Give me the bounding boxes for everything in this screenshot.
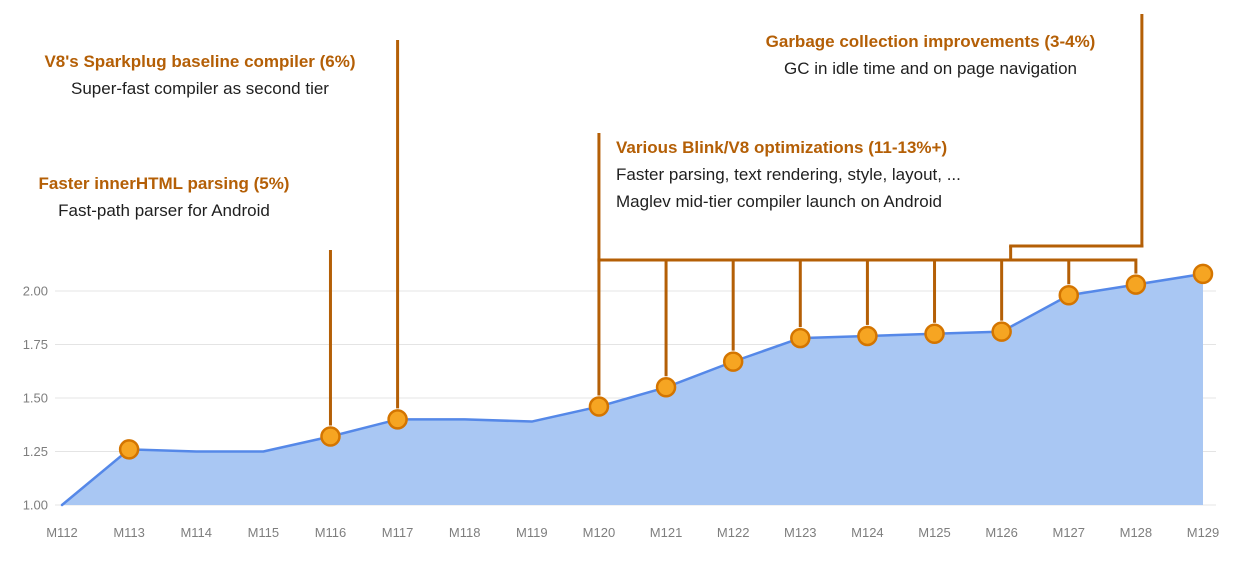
- trend-line: [60, 272, 1205, 507]
- annotation-sparkplug-title: V8's Sparkplug baseline compiler (6%): [44, 52, 356, 71]
- annotation-gc: Garbage collection improvements (3-4%) G…: [703, 28, 1158, 82]
- annotation-innerhtml-subtitle: Fast-path parser for Android: [58, 201, 270, 220]
- annotation-blink-v8-subtitle-1: Faster parsing, text rendering, style, l…: [616, 165, 961, 184]
- annotation-blink-v8-subtitle-2: Maglev mid-tier compiler launch on Andro…: [616, 192, 942, 211]
- x-axis-label: M122: [717, 525, 750, 540]
- data-point-marker: [857, 325, 878, 347]
- x-axis-label: M120: [583, 525, 616, 540]
- x-axis-label: M118: [449, 525, 481, 540]
- annotation-gc-subtitle: GC in idle time and on page navigation: [784, 59, 1077, 78]
- y-axis-label: 1.50: [23, 391, 48, 406]
- data-point-marker: [655, 377, 677, 398]
- x-axis-label: M113: [113, 525, 145, 540]
- data-point-marker: [387, 409, 408, 430]
- y-axis-label: 2.00: [23, 284, 48, 299]
- x-axis-label: M124: [851, 525, 884, 540]
- x-axis-label: M115: [248, 525, 280, 540]
- x-axis-label: M121: [650, 525, 683, 540]
- data-point-marker: [722, 351, 744, 372]
- annotation-innerhtml-title: Faster innerHTML parsing (5%): [38, 174, 290, 193]
- x-axis-label: M123: [784, 525, 817, 540]
- y-axis-label: 1.00: [23, 498, 48, 513]
- annotation-blink-v8-title: Various Blink/V8 optimizations (11-13%+): [616, 138, 948, 157]
- x-axis-label: M116: [315, 525, 347, 540]
- data-point-marker: [991, 321, 1012, 342]
- data-point-marker: [924, 323, 945, 345]
- annotation-sparkplug: V8's Sparkplug baseline compiler (6%) Su…: [10, 48, 390, 102]
- data-point-marker: [1192, 263, 1214, 285]
- data-point-marker: [118, 439, 140, 460]
- y-axis-label: 1.75: [23, 337, 48, 352]
- x-axis-label: M126: [985, 525, 1018, 540]
- x-axis-label: M129: [1187, 525, 1220, 540]
- annotation-innerhtml: Faster innerHTML parsing (5%) Fast-path …: [14, 170, 314, 224]
- y-axis-label: 1.25: [23, 444, 48, 459]
- data-point-marker: [588, 396, 610, 417]
- data-point-marker: [1125, 274, 1147, 295]
- annotation-blink-v8: Various Blink/V8 optimizations (11-13%+)…: [616, 134, 1066, 215]
- x-axis-label: M119: [516, 525, 548, 540]
- data-point-marker: [320, 426, 341, 447]
- x-axis-label: M128: [1120, 525, 1153, 540]
- x-axis-label: M117: [382, 525, 414, 540]
- data-point-marker: [790, 327, 811, 349]
- data-point-marker: [1058, 285, 1080, 306]
- area-fill: [62, 273, 1203, 505]
- x-axis-label: M127: [1052, 525, 1085, 540]
- annotation-sparkplug-subtitle: Super-fast compiler as second tier: [71, 79, 329, 98]
- x-axis-label: M112: [46, 525, 78, 540]
- x-axis-label: M125: [918, 525, 951, 540]
- x-axis-label: M114: [180, 525, 212, 540]
- annotation-gc-title: Garbage collection improvements (3-4%): [765, 32, 1096, 51]
